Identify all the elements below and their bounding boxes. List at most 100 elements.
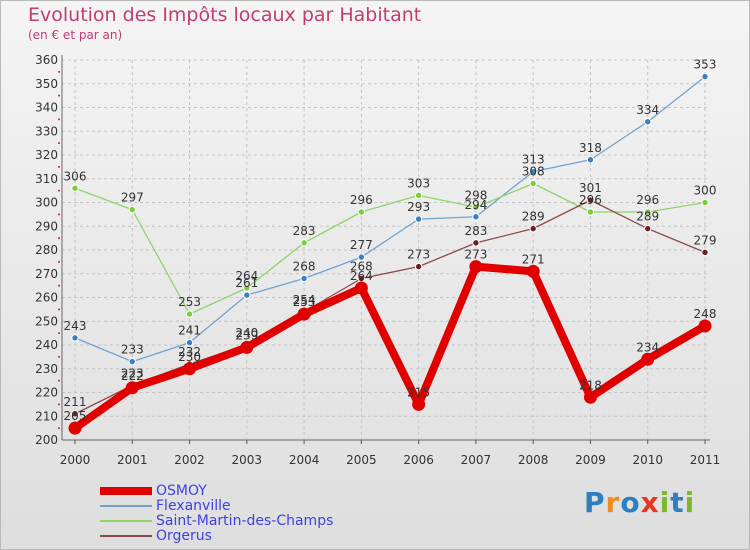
legend-swatch (100, 535, 152, 537)
data-point-saint-martin-des-champs (644, 208, 652, 216)
data-label-saint-martin-des-champs: 296 (636, 193, 659, 207)
data-label-orgerus: 211 (64, 395, 87, 409)
data-label-saint-martin-des-champs: 303 (407, 176, 430, 190)
data-label-saint-martin-des-champs: 298 (464, 188, 487, 202)
data-point-flexanville (644, 118, 652, 126)
data-point-osmoy (526, 264, 540, 278)
y-tick-label: 240 (35, 338, 58, 352)
y-minor-mark (58, 118, 60, 121)
chart-subtitle: (en € et par an) (28, 28, 123, 42)
data-point-orgerus (701, 248, 709, 257)
data-point-osmoy (125, 381, 139, 395)
data-label-flexanville: 334 (636, 103, 659, 117)
data-point-saint-martin-des-champs (414, 191, 423, 200)
logo-letter: t (670, 486, 685, 519)
data-point-osmoy (698, 319, 712, 333)
series-line-saint-martin-des-champs (74, 182, 706, 315)
y-minor-mark (58, 427, 60, 430)
data-point-saint-martin-des-champs (357, 208, 366, 216)
y-tick-label: 320 (35, 148, 58, 162)
y-minor-mark (58, 237, 60, 240)
data-label-orgerus: 232 (178, 345, 201, 359)
data-point-osmoy (583, 390, 597, 404)
x-tick-label: 2002 (174, 453, 205, 467)
data-label-osmoy: 205 (64, 409, 87, 423)
data-label-saint-martin-des-champs: 264 (235, 269, 258, 283)
data-label-saint-martin-des-champs: 308 (522, 165, 545, 179)
y-tick-label: 270 (35, 267, 58, 281)
data-label-osmoy: 239 (235, 328, 258, 342)
series-lines (68, 72, 712, 435)
data-label-orgerus: 268 (350, 260, 373, 274)
y-tick-label: 300 (35, 196, 58, 210)
data-point-flexanville (243, 291, 251, 299)
y-minor-mark (58, 332, 60, 335)
data-label-flexanville: 294 (464, 198, 487, 212)
data-label-saint-martin-des-champs: 297 (121, 191, 144, 205)
y-minor-mark (58, 308, 60, 311)
data-label-saint-martin-des-champs: 296 (350, 193, 373, 207)
data-point-flexanville (586, 156, 595, 164)
data-point-flexanville (414, 215, 423, 223)
data-label-flexanville: 233 (121, 343, 144, 357)
data-label-osmoy: 248 (694, 307, 717, 321)
legend-swatch (100, 520, 152, 522)
data-label-orgerus: 223 (121, 366, 144, 380)
y-minor-mark (58, 189, 60, 192)
data-label-flexanville: 353 (694, 58, 717, 72)
data-point-saint-martin-des-champs (300, 239, 308, 247)
y-tick-label: 340 (35, 101, 58, 115)
data-label-orgerus: 279 (694, 233, 717, 247)
y-minor-mark (58, 355, 60, 358)
data-label-flexanville: 243 (64, 319, 87, 333)
data-label-orgerus: 283 (464, 224, 487, 238)
data-point-saint-martin-des-champs (243, 284, 251, 292)
legend-swatch (100, 505, 152, 507)
data-point-osmoy (469, 260, 483, 274)
data-point-orgerus (71, 410, 79, 418)
data-label-osmoy: 218 (579, 378, 602, 392)
data-label-orgerus: 301 (579, 181, 602, 195)
data-label-osmoy: 253 (293, 295, 316, 309)
axes: 200 210 220 230 240 250 260 270 280 290 300 310 320 3… (35, 53, 720, 467)
data-label-flexanville: 313 (522, 153, 545, 167)
data-label-osmoy: 264 (350, 269, 373, 283)
legend-swatch (100, 487, 152, 495)
legend-label: Saint-Martin-des-Champs (156, 513, 334, 529)
data-label-flexanville: 318 (579, 141, 602, 155)
y-minor-mark (58, 379, 60, 382)
data-point-flexanville (128, 357, 136, 366)
data-point-flexanville (71, 334, 79, 342)
data-label-osmoy: 271 (522, 252, 545, 266)
logo-letter: i (659, 486, 671, 519)
grid-lines (62, 59, 710, 441)
y-tick-label: 220 (35, 386, 58, 400)
data-point-osmoy (68, 421, 82, 435)
data-point-osmoy (354, 281, 368, 295)
data-label-orgerus: 273 (407, 248, 430, 262)
data-point-osmoy (240, 340, 254, 354)
data-label-osmoy: 234 (636, 340, 659, 354)
x-tick-label: 2000 (60, 453, 91, 467)
data-label-orgerus: 289 (522, 210, 545, 224)
data-point-flexanville (185, 338, 194, 347)
data-point-saint-martin-des-champs (529, 179, 537, 188)
y-tick-label: 250 (35, 314, 58, 328)
data-point-flexanville (300, 274, 308, 283)
x-tick-label: 2008 (518, 453, 549, 467)
data-point-saint-martin-des-champs (128, 205, 136, 214)
data-label-orgerus: 254 (293, 293, 316, 307)
data-label-osmoy: 273 (464, 248, 487, 262)
x-tick-label: 2005 (346, 453, 377, 467)
data-point-flexanville (529, 167, 537, 176)
data-point-orgerus (529, 224, 537, 233)
legend-label: OSMOY (156, 483, 207, 499)
data-label-saint-martin-des-champs: 296 (579, 193, 602, 207)
data-label-saint-martin-des-champs: 283 (293, 224, 316, 238)
data-label-osmoy: 222 (121, 369, 144, 383)
data-point-osmoy (641, 352, 655, 366)
x-tick-label: 2007 (461, 453, 492, 467)
y-minor-mark (58, 403, 60, 406)
